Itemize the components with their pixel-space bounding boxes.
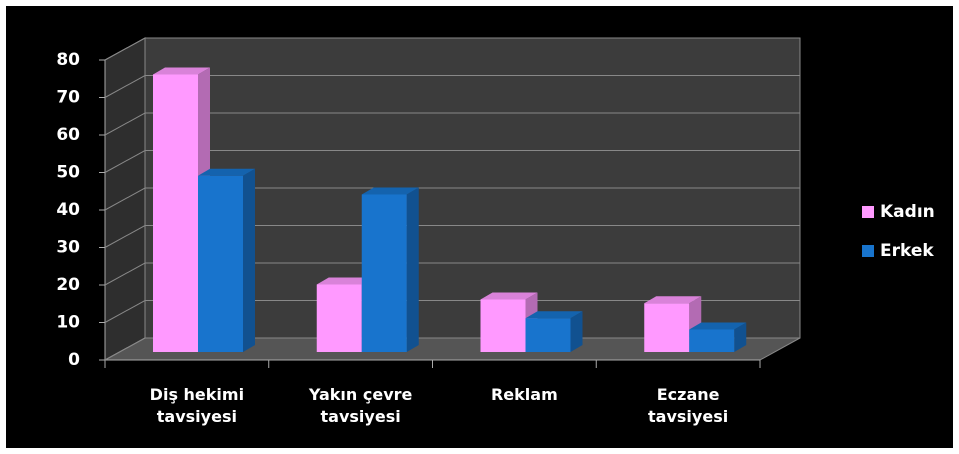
x-tick-label: Eczane tavsiyesi	[648, 385, 729, 426]
bar	[644, 303, 690, 352]
grid-line	[104, 150, 800, 173]
grid-line	[104, 75, 800, 98]
bar	[689, 329, 735, 352]
bar	[153, 74, 198, 352]
bar	[480, 299, 526, 352]
bar	[525, 318, 571, 352]
grid-line	[104, 300, 800, 323]
y-tick-label: 80	[56, 50, 80, 70]
grid-line	[104, 262, 800, 286]
bar-top	[316, 277, 374, 285]
y-tick-label: 20	[56, 275, 80, 295]
y-tick-label: 10	[56, 313, 80, 333]
bar-side	[734, 322, 747, 352]
x-tick-label: Diş hekimi tavsiyesi	[149, 385, 245, 426]
grid-line	[104, 112, 800, 136]
bar	[361, 194, 407, 352]
y-tick-label: 40	[56, 200, 80, 220]
bar	[316, 284, 362, 352]
bar-top	[525, 311, 583, 319]
grid-line	[104, 187, 800, 211]
y-tick-label: 30	[56, 238, 80, 258]
legend-swatch	[862, 206, 874, 218]
bar-top	[153, 67, 210, 75]
x-tick-label: Yakın çevre tavsiyesi	[308, 385, 413, 426]
y-tick-label: 70	[56, 88, 80, 108]
legend-label: Kadın	[880, 202, 935, 222]
bar-top	[480, 292, 538, 300]
bar-top	[644, 296, 702, 304]
bar-top	[198, 168, 255, 176]
bar-side	[570, 311, 583, 352]
legend-label: Erkek	[880, 241, 934, 261]
bar-top	[361, 187, 419, 195]
x-tick-label: Reklam	[490, 385, 558, 404]
y-tick-label: 50	[56, 163, 80, 183]
bar-side	[243, 168, 255, 352]
bar-side	[406, 187, 419, 352]
y-tick-label: 60	[56, 125, 80, 145]
bar	[198, 175, 243, 352]
grid-line	[104, 225, 800, 248]
y-tick-label: 0	[68, 350, 80, 370]
legend-swatch	[862, 245, 874, 257]
bar-top	[689, 322, 747, 330]
grid-line	[104, 37, 800, 61]
